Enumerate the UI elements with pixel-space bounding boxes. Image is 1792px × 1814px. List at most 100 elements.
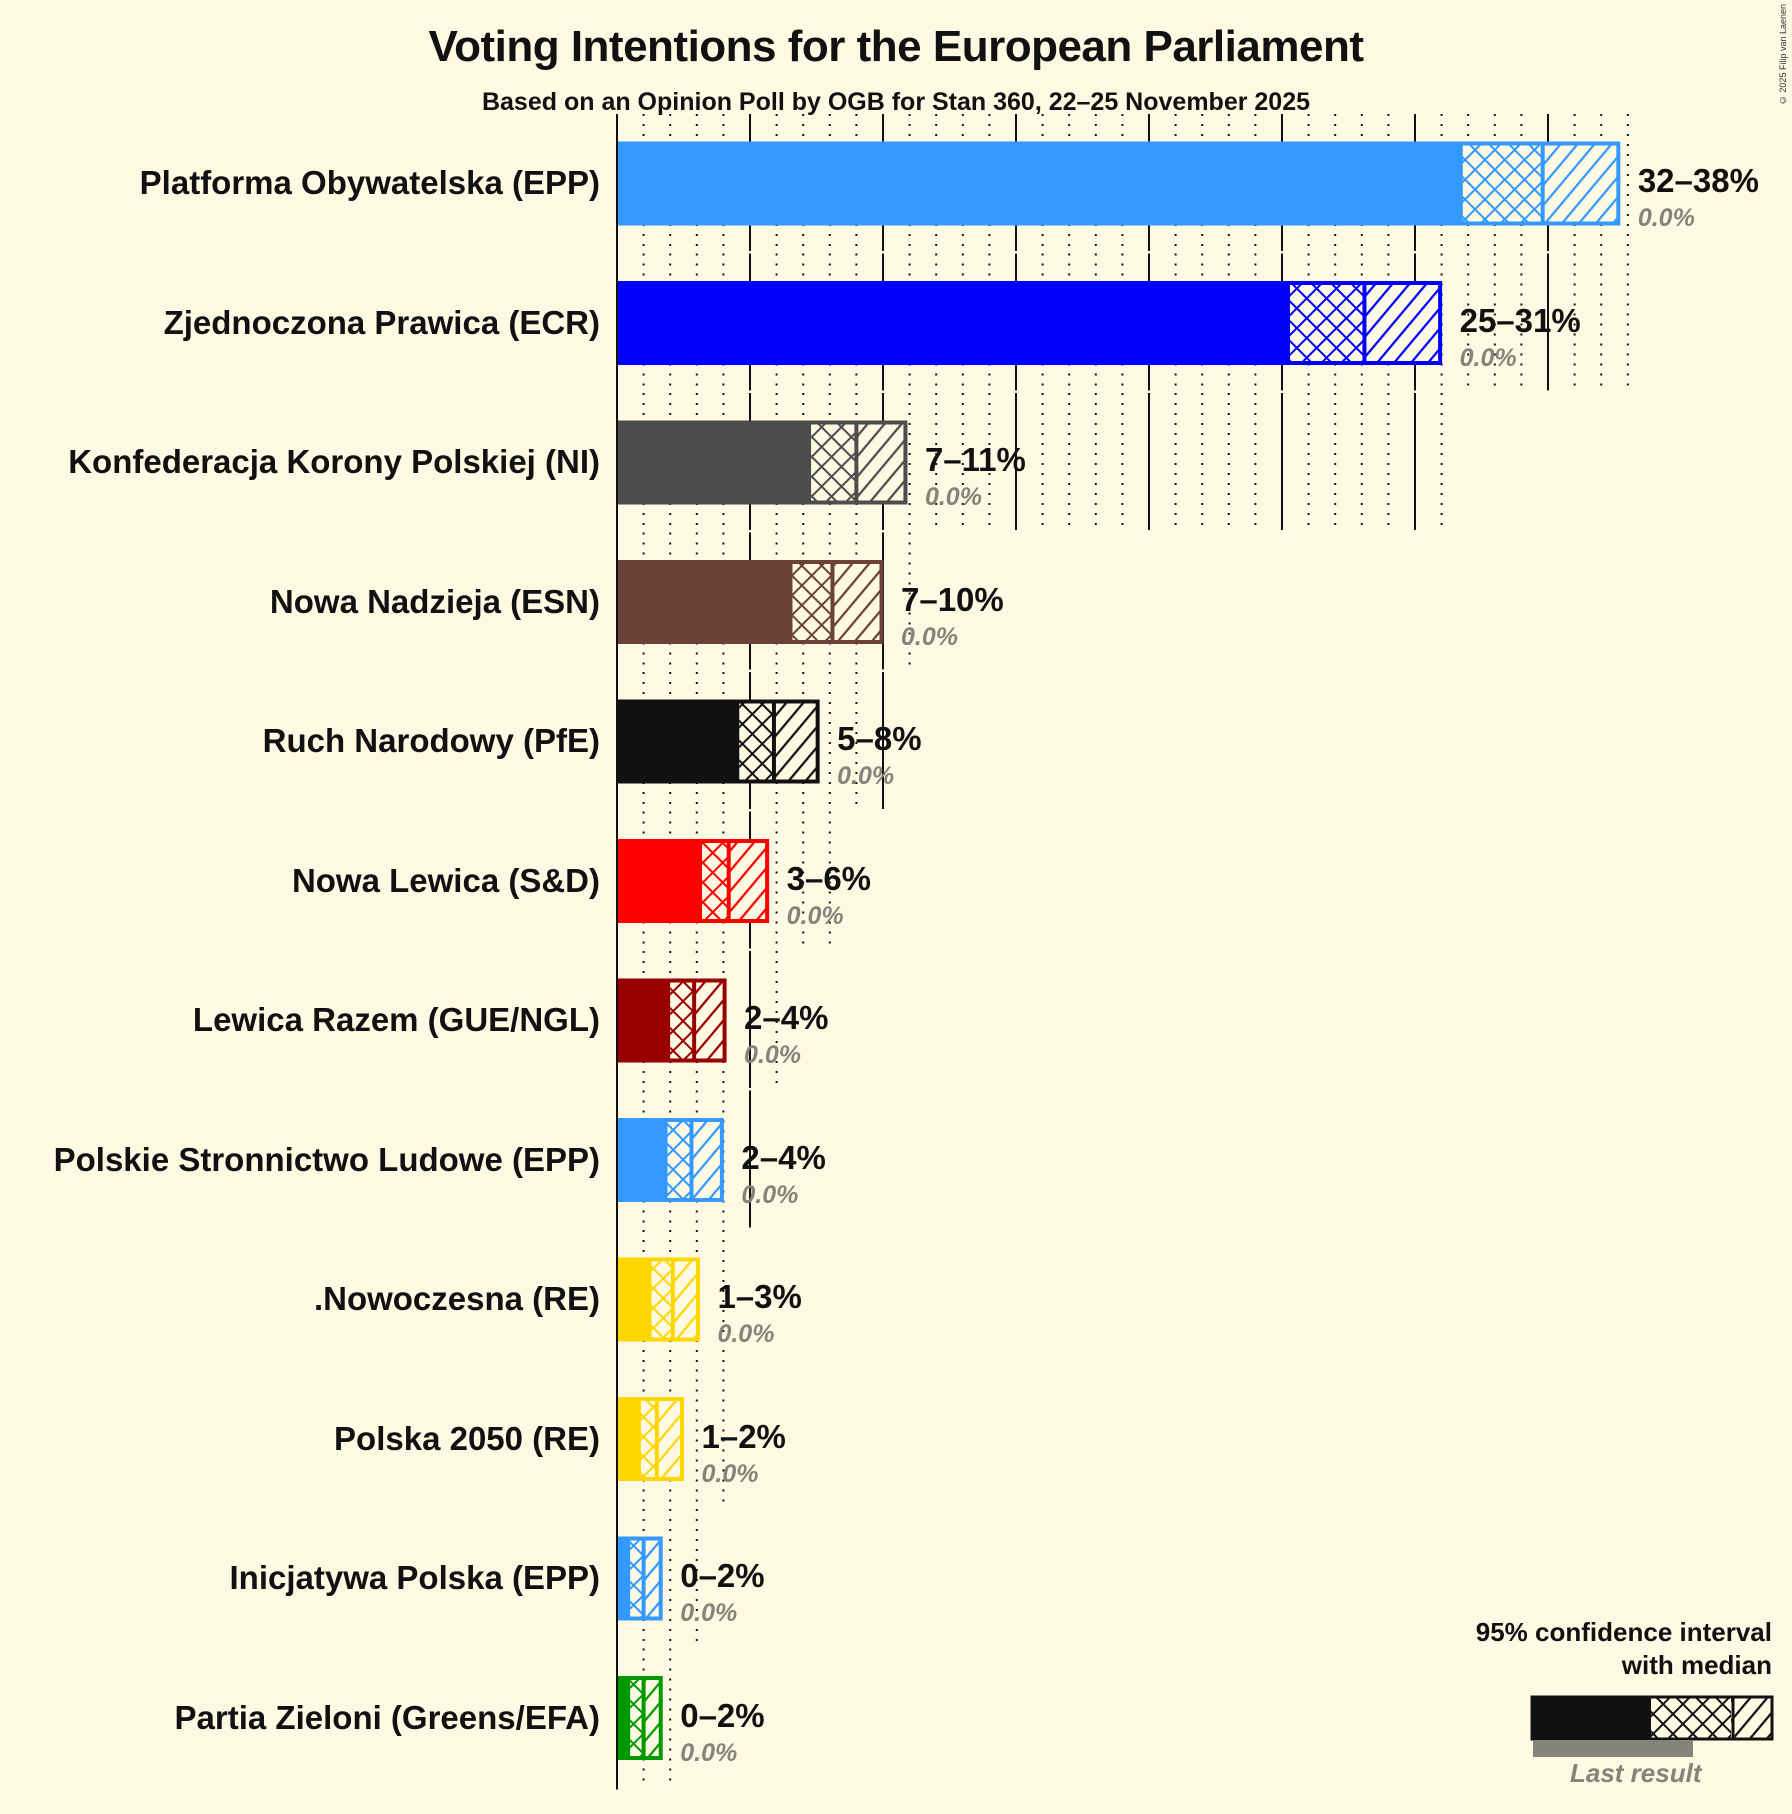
last-result-label: 0.0% — [701, 1459, 759, 1488]
ci-lower-half-segment — [792, 563, 833, 641]
party-bar — [616, 560, 884, 644]
ci-range-label: 2–4% — [744, 999, 829, 1036]
ci-lower-half-segment — [811, 424, 857, 501]
party-label: Partia Zieloni (Greens/EFA) — [174, 1698, 600, 1736]
party-label: .Nowoczesna (RE) — [313, 1280, 600, 1317]
ci-range-label: 25–31% — [1459, 301, 1581, 339]
ci-solid-segment — [617, 839, 703, 923]
ci-solid-segment — [617, 281, 1290, 365]
bar-outline — [616, 281, 1443, 365]
party-bar — [616, 420, 908, 505]
party-label: Nowa Nadzieja (ESN) — [269, 582, 600, 620]
ci-solid-segment — [617, 1397, 641, 1481]
ci-lower-half-segment — [651, 1261, 673, 1338]
ci-upper-half-segment — [672, 1261, 700, 1338]
party-label: Lewica Razem (GUE/NGL) — [192, 1001, 600, 1038]
ci-range-label: 1–2% — [701, 1417, 786, 1455]
ci-upper-half-segment — [691, 1121, 724, 1199]
ci-range-label: 3–6% — [786, 859, 872, 897]
party-bar — [616, 1257, 700, 1342]
party-label: Ruch Narodowy (PfE) — [262, 722, 600, 759]
last-result-label: 0.0% — [744, 1041, 802, 1069]
ci-lower-half-segment — [702, 842, 729, 920]
last-result-label: 0.0% — [1459, 343, 1517, 372]
party-label: Nowa Lewica (S&D) — [291, 861, 600, 899]
legend-solid — [1531, 1696, 1651, 1740]
ci-lower-half-segment — [739, 703, 774, 780]
party-bar — [616, 699, 820, 784]
bar-outline — [616, 560, 884, 644]
ci-upper-half-segment — [643, 1540, 663, 1617]
legend-crosshatch — [1651, 1698, 1731, 1738]
last-result-label: 0.0% — [680, 1738, 738, 1767]
party-bar — [616, 1397, 684, 1481]
last-result-label: 0.0% — [1637, 204, 1695, 232]
party-bar — [616, 1676, 663, 1760]
ci-lower-half-segment — [670, 982, 695, 1059]
ci-range-label: 2–4% — [741, 1138, 826, 1176]
bar-outline — [616, 1536, 663, 1621]
ci-upper-half-segment — [773, 703, 820, 780]
ci-upper-half-segment — [832, 563, 883, 641]
ci-solid-segment — [617, 560, 793, 644]
party-bar — [616, 978, 727, 1063]
last-result-label: 0.0% — [741, 1180, 799, 1209]
last-result-label: 0.0% — [786, 901, 844, 930]
party-bar — [616, 1536, 663, 1621]
bar-outline — [616, 1676, 663, 1760]
party-label: Konfederacja Korony Polskiej (NI) — [68, 443, 600, 480]
ci-solid-segment — [617, 421, 812, 504]
ci-upper-half-segment — [643, 1679, 663, 1757]
ci-range-label: 0–2% — [680, 1557, 765, 1594]
ci-range-label: 7–10% — [901, 580, 1004, 618]
party-label: Zjednoczona Prawica (ECR) — [163, 303, 600, 341]
bar-outline — [616, 420, 908, 505]
party-bar — [616, 281, 1443, 365]
party-label: Polskie Stronnictwo Ludowe (EPP) — [53, 1140, 600, 1178]
bar-outline — [616, 1397, 684, 1481]
party-label: Inicjatywa Polska (EPP) — [229, 1559, 600, 1596]
legend-graphic — [1530, 1695, 1774, 1757]
ci-range-label: 5–8% — [837, 720, 922, 757]
chart-title: Voting Intentions for the European Parli… — [428, 22, 1364, 71]
ci-solid-segment — [617, 142, 1463, 225]
party-bar — [616, 141, 1621, 226]
ci-range-label: 0–2% — [680, 1696, 765, 1734]
bar-outline — [616, 1118, 724, 1202]
ci-upper-half-segment — [856, 424, 907, 501]
last-result-label: 0.0% — [901, 622, 958, 651]
legend-last-result-label: Last result — [1570, 1758, 1702, 1788]
last-result-label: 0.0% — [837, 762, 895, 790]
last-result-label: 0.0% — [717, 1320, 775, 1348]
ci-upper-half-segment — [728, 842, 769, 920]
ci-range-label: 7–11% — [924, 441, 1026, 478]
chart-subtitle: Based on an Opinion Poll by OGB for Stan… — [481, 88, 1311, 116]
last-result-label: 0.0% — [680, 1599, 738, 1627]
bar-outline — [616, 839, 770, 923]
ci-solid-segment — [617, 1258, 652, 1341]
party-bar — [616, 839, 770, 923]
ci-upper-half-segment — [1364, 284, 1442, 362]
legend-hatch — [1731, 1698, 1771, 1738]
legend-line-1: 95% confidence interval — [1475, 1617, 1772, 1647]
ci-lower-half-segment — [1289, 284, 1365, 362]
legend-line-2: with median — [1621, 1650, 1772, 1680]
party-label: Platforma Obywatelska (EPP) — [139, 164, 600, 201]
ci-lower-half-segment — [630, 1540, 644, 1617]
bar-outline — [616, 699, 820, 784]
ci-lower-half-segment — [667, 1121, 692, 1199]
ci-range-label: 32–38% — [1637, 162, 1759, 199]
legend-outline — [1530, 1695, 1774, 1741]
bar-outline — [616, 1257, 700, 1342]
party-label: Polska 2050 (RE) — [334, 1419, 600, 1457]
ci-upper-half-segment — [694, 982, 727, 1059]
ci-solid-segment — [617, 700, 740, 783]
ci-upper-half-segment — [1542, 145, 1620, 222]
ci-solid-segment — [617, 1118, 668, 1202]
ci-upper-half-segment — [656, 1400, 684, 1478]
bar-outline — [616, 141, 1621, 226]
ci-solid-segment — [617, 979, 671, 1062]
party-bar — [616, 1118, 724, 1202]
ci-lower-half-segment — [630, 1679, 644, 1757]
